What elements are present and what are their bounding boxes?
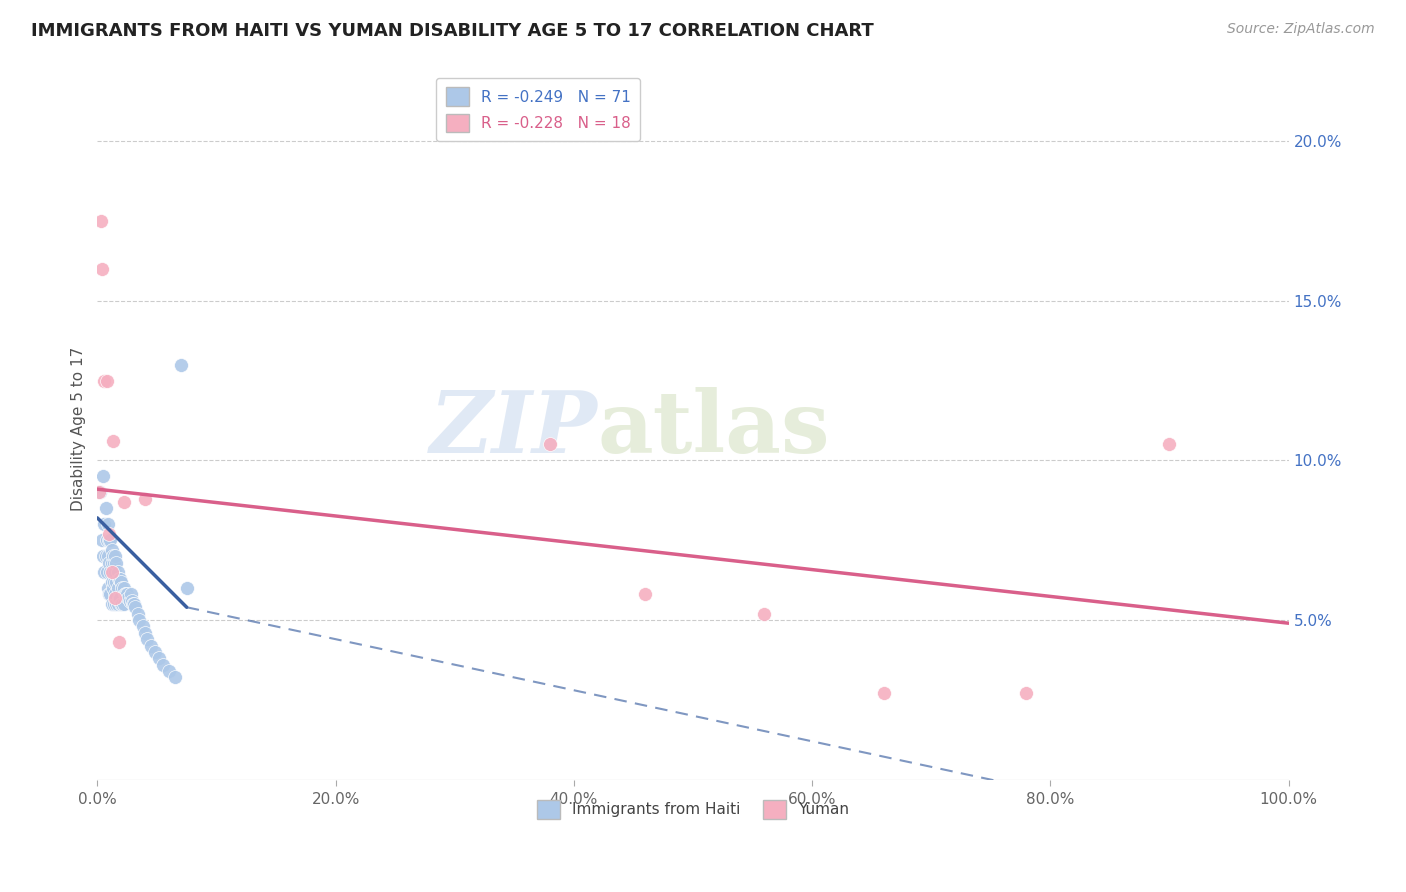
Point — [124, 597, 146, 611]
Point — [1159, 437, 1181, 451]
Point — [91, 469, 114, 483]
Point — [101, 549, 124, 564]
Point — [96, 374, 118, 388]
Point — [108, 591, 131, 605]
Point — [98, 587, 121, 601]
Point — [89, 485, 111, 500]
Point — [754, 607, 776, 621]
Point — [87, 485, 110, 500]
Text: IMMIGRANTS FROM HAITI VS YUMAN DISABILITY AGE 5 TO 17 CORRELATION CHART: IMMIGRANTS FROM HAITI VS YUMAN DISABILIT… — [31, 22, 873, 40]
Point — [93, 517, 115, 532]
Point — [110, 574, 132, 589]
Point — [111, 581, 134, 595]
Point — [148, 651, 170, 665]
Y-axis label: Disability Age 5 to 17: Disability Age 5 to 17 — [72, 346, 86, 510]
Point — [98, 556, 121, 570]
Point — [104, 565, 127, 579]
Point — [143, 645, 166, 659]
Point — [115, 587, 138, 601]
Point — [111, 597, 134, 611]
Point — [97, 549, 120, 564]
Point — [128, 613, 150, 627]
Point — [101, 581, 124, 595]
Legend: Immigrants from Haiti, Yuman: Immigrants from Haiti, Yuman — [530, 794, 855, 824]
Point — [108, 572, 131, 586]
Point — [97, 517, 120, 532]
Point — [134, 625, 156, 640]
Point — [101, 434, 124, 449]
Point — [152, 657, 174, 672]
Point — [100, 574, 122, 589]
Point — [634, 587, 657, 601]
Point — [1015, 686, 1038, 700]
Point — [117, 591, 139, 605]
Point — [139, 639, 162, 653]
Point — [107, 572, 129, 586]
Point — [93, 374, 115, 388]
Point — [136, 632, 159, 647]
Point — [93, 565, 115, 579]
Point — [94, 501, 117, 516]
Point — [100, 565, 122, 579]
Point — [112, 495, 135, 509]
Point — [105, 597, 128, 611]
Point — [94, 549, 117, 564]
Point — [176, 581, 198, 595]
Point — [114, 587, 136, 601]
Point — [103, 597, 125, 611]
Point — [100, 542, 122, 557]
Point — [107, 597, 129, 611]
Point — [100, 597, 122, 611]
Point — [98, 533, 121, 548]
Point — [104, 591, 127, 605]
Point — [131, 619, 153, 633]
Point — [170, 358, 193, 372]
Point — [100, 565, 122, 579]
Point — [104, 549, 127, 564]
Point — [101, 565, 124, 579]
Point — [134, 491, 156, 506]
Text: atlas: atlas — [598, 386, 830, 470]
Point — [872, 686, 894, 700]
Point — [107, 635, 129, 649]
Point — [103, 574, 125, 589]
Point — [90, 214, 112, 228]
Point — [105, 556, 128, 570]
Point — [100, 587, 122, 601]
Point — [91, 262, 114, 277]
Point — [127, 607, 149, 621]
Point — [107, 581, 129, 595]
Point — [103, 556, 125, 570]
Point — [163, 670, 186, 684]
Text: Source: ZipAtlas.com: Source: ZipAtlas.com — [1227, 22, 1375, 37]
Point — [538, 437, 561, 451]
Point — [121, 594, 143, 608]
Point — [100, 556, 122, 570]
Point — [91, 549, 114, 564]
Point — [120, 587, 142, 601]
Point — [107, 565, 129, 579]
Point — [115, 587, 138, 601]
Point — [122, 597, 145, 611]
Point — [100, 533, 122, 548]
Point — [118, 594, 141, 608]
Point — [112, 597, 135, 611]
Point — [96, 565, 118, 579]
Point — [105, 574, 128, 589]
Point — [124, 600, 146, 615]
Point — [112, 581, 135, 595]
Point — [104, 587, 127, 601]
Point — [96, 533, 118, 548]
Point — [98, 526, 121, 541]
Point — [110, 597, 132, 611]
Point — [91, 533, 114, 548]
Point — [107, 591, 129, 605]
Point — [157, 664, 180, 678]
Text: ZIP: ZIP — [430, 387, 598, 470]
Point — [97, 581, 120, 595]
